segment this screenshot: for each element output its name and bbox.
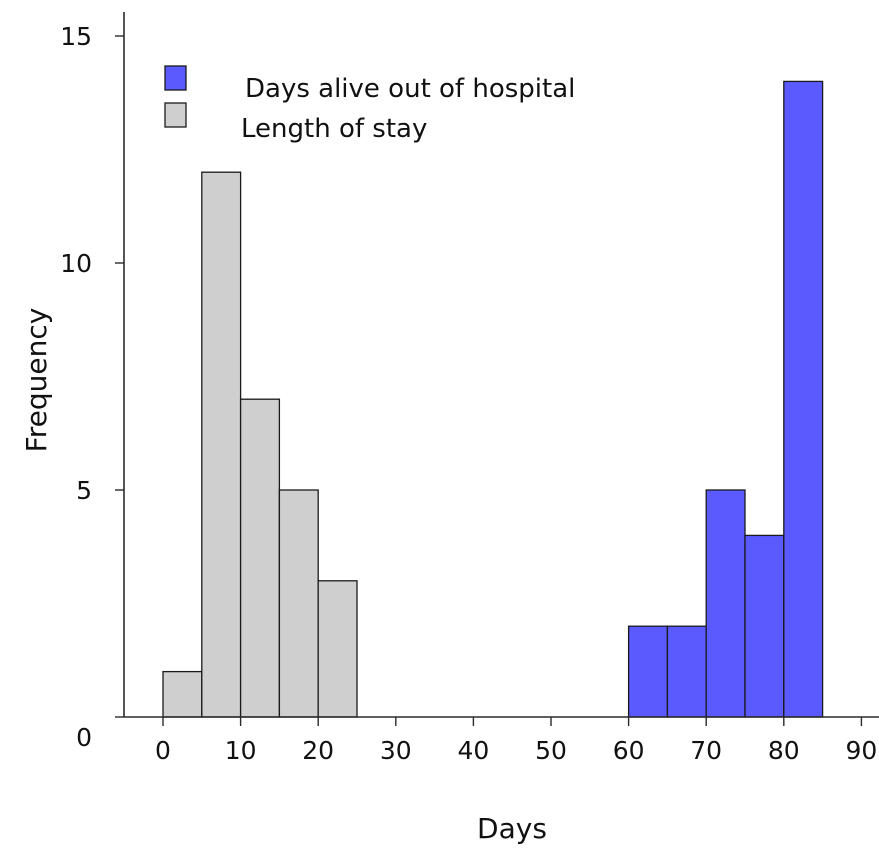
legend-label-days-alive: Days alive out of hospital — [245, 74, 575, 104]
x-tick-label: 90 — [845, 736, 877, 765]
legend-label-length-of-stay: Length of stay — [241, 114, 427, 144]
x-tick-label: 70 — [690, 736, 722, 765]
legend-swatch-length-of-stay — [164, 102, 187, 128]
x-tick-label: 30 — [380, 736, 412, 765]
x-axis-ticks: 0 10 20 30 40 50 60 70 80 90 — [155, 717, 877, 765]
y-tick-label: 5 — [76, 476, 92, 505]
y-axis-title: Frequency — [20, 308, 53, 453]
bar-days-alive — [666, 625, 707, 718]
bar-length-of-stay — [201, 171, 242, 718]
bar-length-of-stay — [278, 489, 319, 718]
legend-swatch-days-alive — [164, 65, 187, 91]
bar-days-alive — [783, 80, 824, 718]
x-axis-title: Days — [477, 812, 547, 845]
y-tick-label: 15 — [60, 22, 92, 51]
x-tick-label: 80 — [768, 736, 800, 765]
bar-days-alive — [627, 625, 669, 718]
y-axis-ticks: 0 5 10 15 — [60, 22, 124, 752]
y-tick-label: 0 — [76, 723, 92, 752]
x-tick-label: 60 — [613, 736, 645, 765]
x-tick-label: 40 — [457, 736, 489, 765]
x-tick-label: 20 — [302, 736, 334, 765]
y-tick-label: 10 — [60, 249, 92, 278]
bar-length-of-stay — [239, 398, 281, 718]
x-tick-label: 10 — [225, 736, 257, 765]
x-tick-label: 50 — [535, 736, 567, 765]
plot-area — [162, 80, 824, 718]
bar-days-alive — [705, 489, 746, 718]
x-tick-label: 0 — [155, 736, 171, 765]
legend: Days alive out of hospital Length of sta… — [164, 65, 575, 144]
bar-length-of-stay — [317, 580, 358, 718]
bar-days-alive — [744, 534, 785, 718]
bar-length-of-stay — [162, 670, 203, 718]
